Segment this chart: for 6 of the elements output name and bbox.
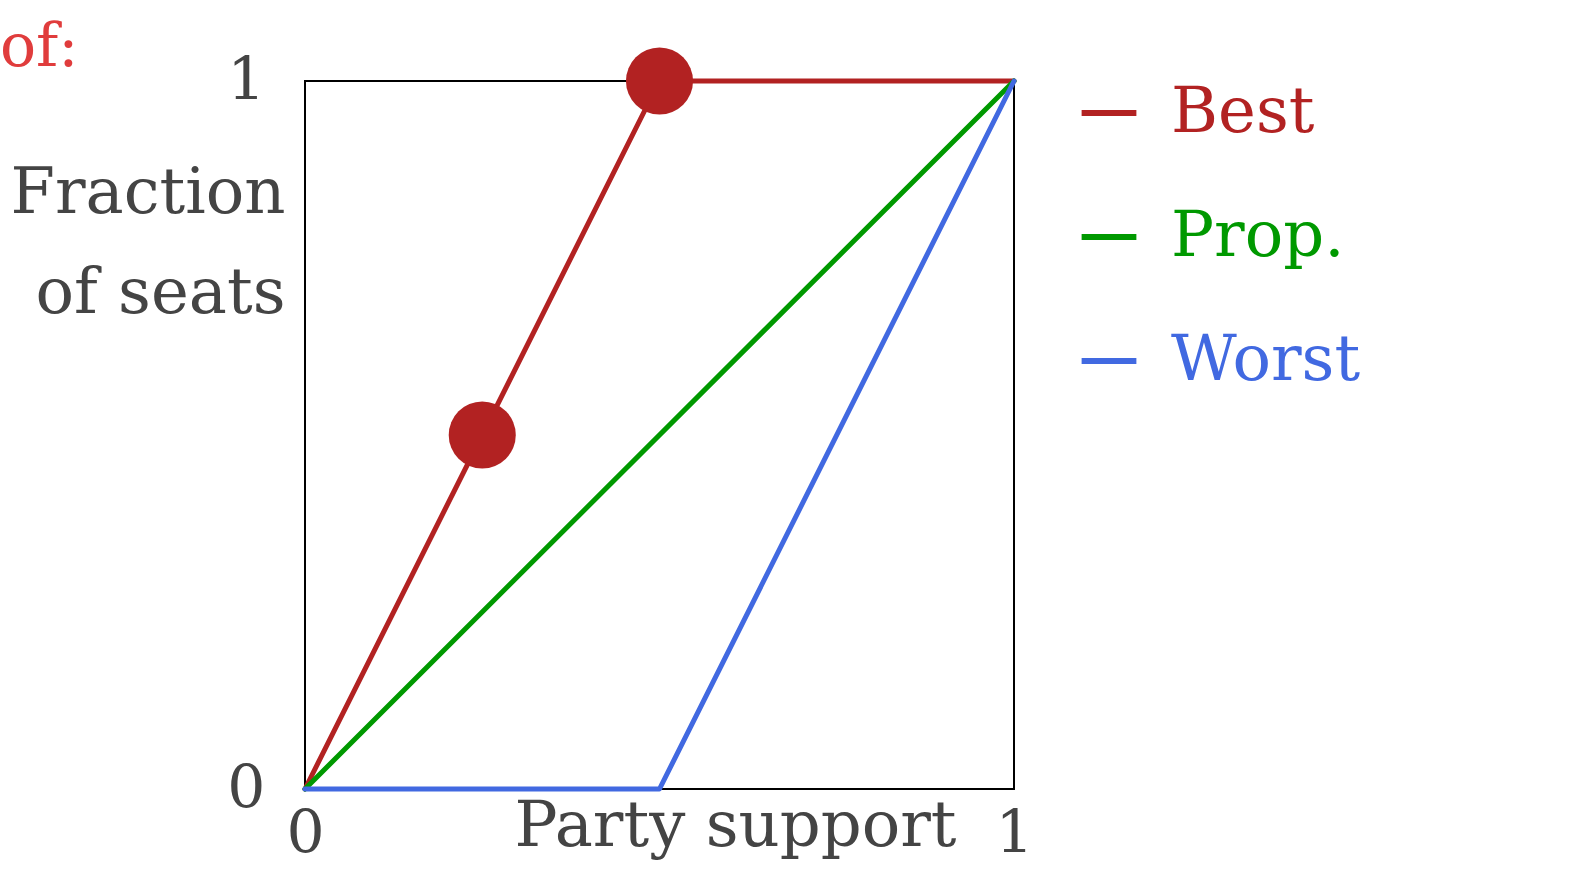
x-axis-title: Party support [514,786,957,861]
y-axis-title: Fraction of seats [10,153,286,328]
legend-label: Worst [1171,321,1361,395]
text: of: [0,10,79,80]
legend-label: Prop. [1171,197,1345,271]
legend-label: Best [1171,73,1315,147]
